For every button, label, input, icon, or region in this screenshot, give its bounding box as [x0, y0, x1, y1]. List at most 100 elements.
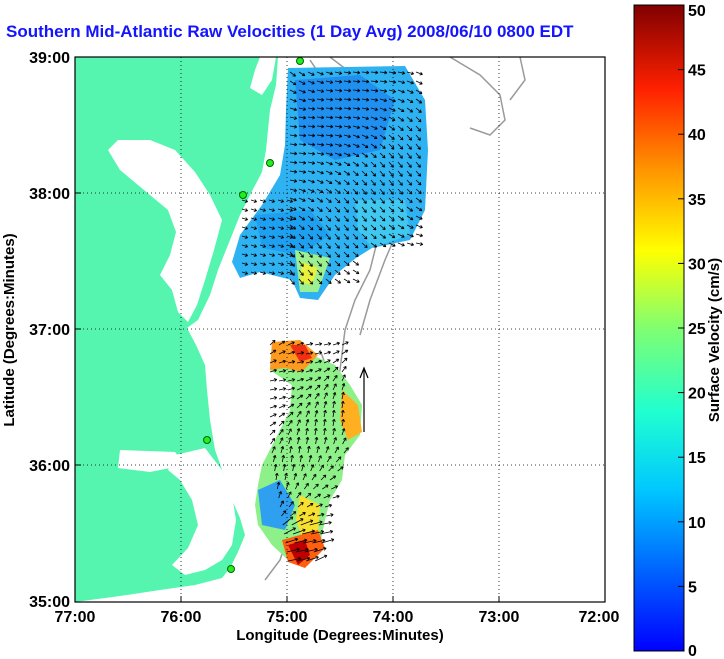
velocity-arrow: [316, 242, 322, 249]
velocity-arrow: [310, 464, 315, 472]
velocity-arrow: [296, 394, 304, 400]
velocity-arrow: [388, 215, 395, 222]
velocity-arrow: [291, 518, 304, 526]
velocity-arrow: [379, 206, 386, 213]
velocity-arrow: [406, 125, 413, 132]
velocity-arrow: [406, 197, 413, 204]
velocity-arrow: [314, 554, 328, 562]
station-marker: [296, 57, 304, 65]
velocity-arrow: [295, 548, 309, 553]
velocity-arrow: [352, 97, 361, 102]
velocity-arrow: [370, 98, 379, 102]
velocity-arrow: [406, 179, 413, 186]
velocity-arrow: [397, 242, 405, 247]
velocity-arrow: [326, 455, 332, 463]
velocity-arrow: [287, 369, 296, 373]
velocity-arrow: [343, 278, 351, 284]
velocity-arrow: [397, 170, 403, 177]
velocity-arrow: [269, 349, 277, 355]
velocity-arrow: [241, 217, 249, 221]
velocity-arrow: [269, 429, 276, 436]
velocity-arrow: [289, 107, 297, 112]
velocity-arrow: [305, 492, 312, 499]
velocity-arrow: [332, 494, 340, 499]
velocity-arrow: [379, 170, 385, 177]
velocity-arrow: [298, 80, 306, 85]
velocity-arrow: [298, 124, 307, 129]
velocity-arrow: [296, 436, 301, 445]
velocity-arrow: [397, 179, 403, 186]
velocity-arrow: [277, 208, 285, 212]
velocity-arrow: [352, 116, 361, 120]
velocity-arrow: [286, 244, 294, 248]
velocity-arrow: [241, 262, 249, 266]
velocity-arrow: [406, 215, 414, 221]
velocity-arrow: [316, 142, 325, 147]
velocity-arrow: [287, 428, 292, 436]
velocity-arrow: [397, 215, 404, 221]
velocity-arrow: [278, 412, 286, 418]
velocity-arrow: [277, 271, 285, 275]
velocity-arrow: [289, 142, 298, 147]
velocity-arrow: [298, 151, 307, 156]
velocity-arrow: [379, 152, 386, 159]
velocity-arrow: [290, 511, 297, 517]
velocity-arrow: [397, 71, 406, 75]
velocity-arrow: [343, 206, 349, 213]
colorbar-tick-label: 30: [688, 256, 706, 273]
velocity-arrow: [322, 418, 327, 427]
velocity-arrow: [323, 494, 331, 499]
velocity-arrow: [334, 242, 340, 249]
velocity-arrow: [307, 71, 315, 76]
velocity-arrow: [325, 170, 333, 175]
velocity-arrow: [307, 251, 313, 258]
velocity-arrow: [334, 97, 343, 102]
velocity-arrow: [269, 421, 277, 427]
x-tick-label: 77:00: [55, 609, 96, 626]
velocity-arrow: [320, 474, 327, 481]
velocity-arrow: [289, 124, 298, 129]
velocity-arrow: [298, 224, 305, 230]
velocity-arrow: [361, 188, 367, 195]
velocity-arrow: [325, 206, 332, 213]
velocity-arrow: [397, 206, 404, 213]
velocity-arrow: [323, 401, 328, 409]
velocity-arrow: [397, 197, 404, 204]
velocity-arrow: [269, 368, 277, 373]
velocity-arrow: [241, 271, 249, 275]
y-tick-label: 38:00: [29, 186, 70, 203]
velocity-arrow: [241, 244, 249, 248]
velocity-arrow: [281, 454, 286, 463]
velocity-arrow: [323, 350, 331, 355]
velocity-arrow: [415, 125, 422, 132]
velocity-arrow: [259, 199, 267, 203]
velocity-arrow: [307, 161, 316, 165]
velocity-arrow: [340, 400, 345, 409]
velocity-arrow: [325, 224, 331, 231]
velocity-arrow: [268, 253, 276, 257]
velocity-arrow: [296, 360, 305, 364]
velocity-arrow: [289, 224, 297, 230]
velocity-arrow: [298, 160, 307, 165]
velocity-arrow: [306, 445, 311, 454]
velocity-arrow: [406, 143, 412, 150]
velocity-arrow: [299, 512, 306, 517]
velocity-arrow: [325, 161, 333, 166]
velocity-arrow: [352, 197, 358, 204]
velocity-arrow: [332, 427, 336, 436]
velocity-arrow: [379, 161, 386, 168]
velocity-arrow: [294, 482, 300, 490]
velocity-arrow: [379, 242, 387, 248]
velocity-arrow: [296, 369, 305, 373]
velocity-arrow: [269, 396, 278, 400]
velocity-arrow: [332, 374, 338, 382]
velocity-arrow: [286, 262, 294, 266]
velocity-arrow: [316, 206, 323, 212]
velocity-arrow: [334, 124, 343, 129]
velocity-arrow: [305, 377, 313, 382]
velocity-arrow: [406, 161, 412, 168]
velocity-arrow: [325, 179, 333, 184]
velocity-arrow: [325, 260, 332, 267]
velocity-arrow: [370, 125, 378, 130]
